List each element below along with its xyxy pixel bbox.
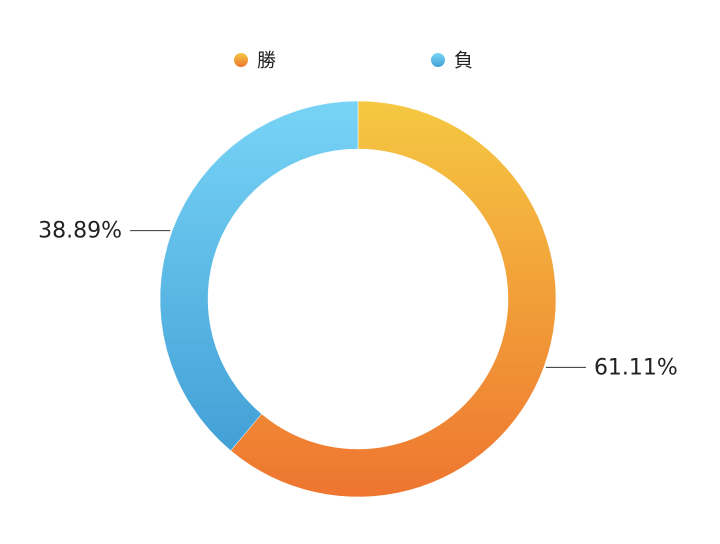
legend-text: 勝 bbox=[257, 50, 276, 72]
value-label: 38.89% bbox=[38, 219, 122, 244]
legend-text: 負 bbox=[454, 50, 473, 72]
legend-marker bbox=[234, 53, 248, 67]
donut-slice bbox=[230, 100, 557, 498]
value-label: 61.11% bbox=[594, 355, 678, 380]
donut-slice bbox=[159, 100, 359, 452]
legend-marker bbox=[431, 53, 445, 67]
